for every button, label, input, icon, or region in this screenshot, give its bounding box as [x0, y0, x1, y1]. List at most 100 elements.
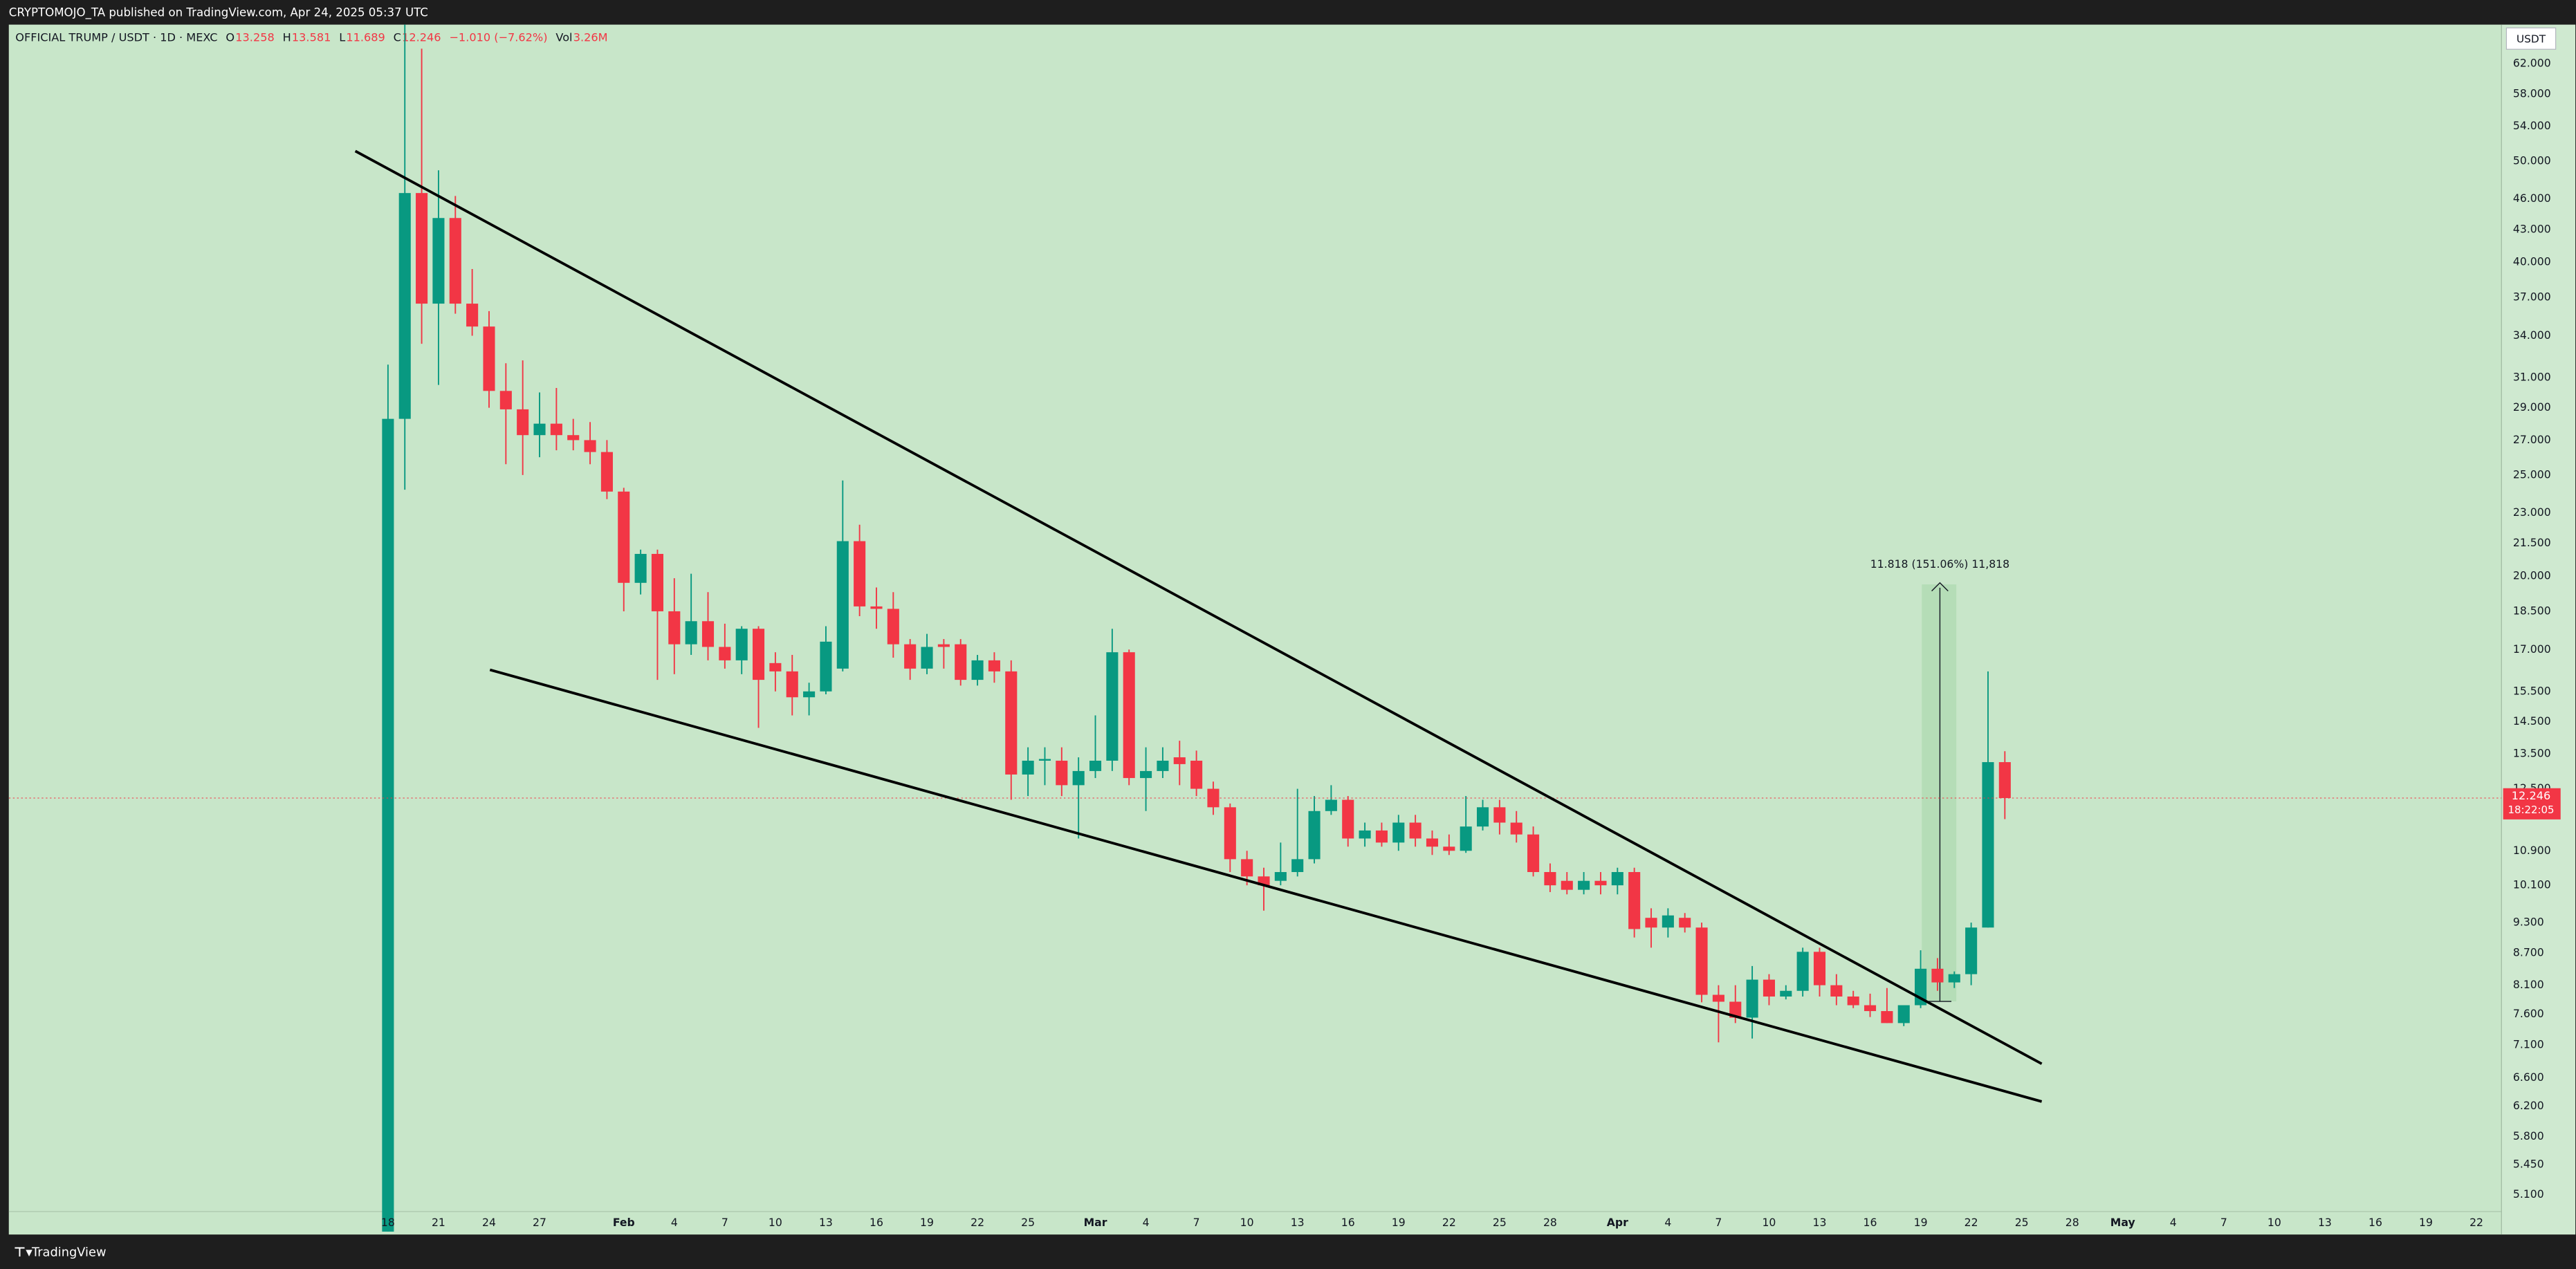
candle-body: [1594, 880, 1607, 886]
y-tick-label: 13.500: [2513, 747, 2551, 760]
x-tick-label: 7: [1715, 1216, 1722, 1229]
x-tick-label: Mar: [1084, 1216, 1107, 1229]
y-tick-label: 5.100: [2513, 1187, 2544, 1201]
candle-body: [1931, 968, 1944, 983]
currency-box[interactable]: [2505, 27, 2557, 50]
x-tick-label: 22: [1442, 1216, 1456, 1229]
candle-body: [1140, 770, 1152, 779]
legend-value: 3.26M: [573, 30, 608, 44]
x-tick-label: 16: [870, 1216, 883, 1229]
x-tick-label: 25: [1021, 1216, 1035, 1229]
price-tag-value: 12.246: [2512, 789, 2550, 802]
y-tick-label: 7.600: [2513, 1007, 2544, 1020]
y-tick-label: 7.100: [2513, 1037, 2544, 1050]
y-tick-label: 8.700: [2513, 945, 2544, 958]
y-tick-label: 10.900: [2513, 844, 2551, 857]
candle-body: [685, 621, 697, 645]
candle-body: [836, 541, 849, 669]
candle-body: [618, 491, 630, 583]
candle-body: [887, 609, 899, 645]
candle-body: [753, 629, 765, 680]
candle-body: [1072, 770, 1085, 786]
candle-body: [937, 644, 950, 647]
candle-body: [786, 671, 798, 698]
lower-trendline: [489, 668, 2043, 1103]
candle-body: [955, 644, 967, 680]
candle-body: [701, 621, 715, 647]
candle-body: [1695, 927, 1708, 995]
candle-body: [803, 691, 816, 698]
footer-logo: ⊤▾: [14, 1245, 33, 1260]
measure-label: 11.818 (151.06%) 11,818: [1870, 557, 2009, 571]
candle-body: [600, 452, 613, 492]
candle-body: [382, 418, 394, 1232]
candle-body: [1443, 846, 1455, 851]
candle-body: [1342, 799, 1354, 839]
candle-body: [1965, 927, 1978, 974]
candle-body: [1729, 1001, 1742, 1018]
candle-body: [533, 423, 546, 436]
x-tick-label: 19: [920, 1216, 934, 1229]
y-tick-label: 54.000: [2513, 119, 2551, 132]
x-tick-label: 19: [1914, 1216, 1928, 1229]
candle-body: [651, 553, 664, 611]
x-tick-label: 28: [1543, 1216, 1557, 1229]
x-tick-label: 13: [2318, 1216, 2332, 1229]
candle-body: [1998, 762, 2011, 799]
y-tick-label: 18.500: [2513, 604, 2551, 617]
legend-value: 12.246: [402, 30, 441, 44]
y-tick-label: 20.000: [2513, 568, 2551, 582]
x-tick-label: 25: [1493, 1216, 1507, 1229]
candle-body: [1897, 1005, 1910, 1023]
candle-body: [769, 663, 782, 671]
candle-body: [1056, 760, 1068, 786]
candle-body: [1813, 952, 1826, 985]
y-tick-label: 23.000: [2513, 506, 2551, 519]
y-tick-label: 37.000: [2513, 290, 2551, 304]
candle-body: [1325, 799, 1337, 811]
candle-body: [1712, 994, 1724, 1002]
candle-body: [1038, 759, 1051, 761]
x-tick-label: 28: [2066, 1216, 2079, 1229]
y-tick-label: 25.000: [2513, 467, 2551, 481]
candle-body: [398, 193, 411, 419]
candle-body: [904, 644, 917, 669]
candle-body: [971, 660, 984, 680]
x-tick-label: 13: [1813, 1216, 1827, 1229]
legend-key: O: [226, 30, 234, 44]
x-tick-label: 10: [769, 1216, 782, 1229]
legend-value: −1.010 (−7.62%): [449, 30, 547, 44]
legend-key: L: [339, 30, 345, 44]
candle-body: [1089, 760, 1102, 771]
candle-body: [1359, 830, 1371, 839]
candle-body: [1780, 990, 1792, 997]
legend-value: 13.258: [235, 30, 274, 44]
candle-body: [1460, 826, 1472, 851]
x-tick-label: 16: [1341, 1216, 1355, 1229]
candle-body: [1578, 880, 1590, 890]
x-tick-label: 7: [721, 1216, 728, 1229]
candle-body: [854, 541, 866, 606]
upper-trendline: [354, 149, 2043, 1065]
candle-body: [1679, 918, 1691, 928]
candle-body: [1106, 652, 1119, 761]
candle-body: [1476, 807, 1489, 827]
header-text: CRYPTOMOJO_TA published on TradingView.c…: [9, 6, 428, 19]
price-tag-countdown: 18:22:05: [2508, 804, 2554, 816]
candle-body: [1123, 652, 1135, 779]
y-tick-label: 62.000: [2513, 57, 2551, 70]
price-tag: [2503, 788, 2561, 819]
candle-body: [1645, 918, 1657, 928]
candle-body: [466, 304, 479, 327]
x-tick-label: 7: [2220, 1216, 2227, 1229]
candle-body: [499, 391, 512, 409]
y-tick-label: 27.000: [2513, 433, 2551, 446]
x-tick-label: 16: [2368, 1216, 2382, 1229]
x-tick-label: 13: [819, 1216, 833, 1229]
legend: OFFICIAL TRUMP / USDT · 1D · MEXC O13.258…: [15, 30, 607, 44]
candle-body: [634, 553, 647, 583]
candle-body: [517, 409, 529, 436]
candle-body: [1746, 979, 1758, 1018]
candle-body: [432, 218, 445, 304]
candle-body: [1796, 952, 1809, 991]
